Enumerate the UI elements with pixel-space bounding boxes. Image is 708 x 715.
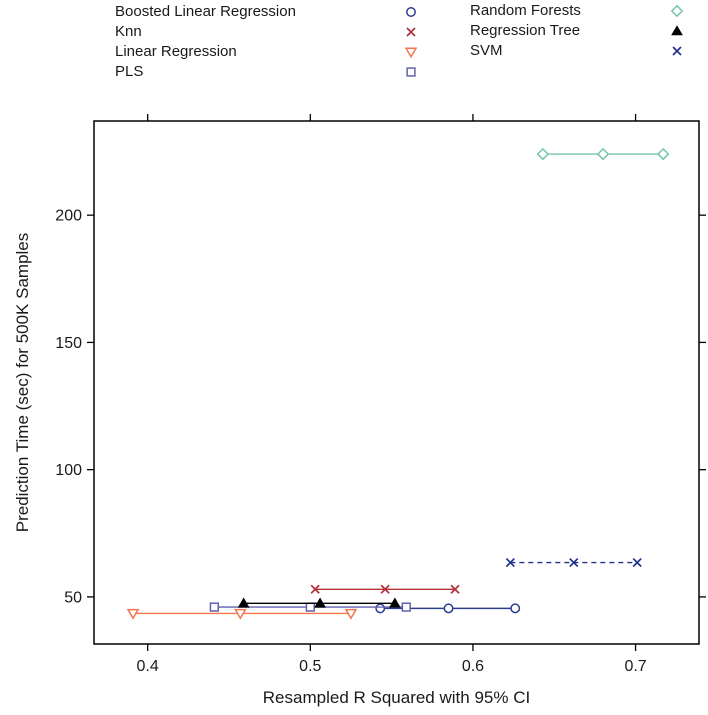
- legend-label: PLS: [115, 63, 144, 80]
- series-random-forests-marker: [536, 147, 550, 161]
- legend-item-random-forests: Random Forests: [0, 1, 708, 21]
- x-axis-label: Resampled R Squared with 95% CI: [263, 688, 530, 707]
- series-pls-marker: [401, 602, 411, 612]
- series-boosted-linear-regression-marker: [510, 603, 521, 614]
- series-regression-tree-marker: [389, 597, 401, 608]
- y-tick-label: 200: [55, 208, 82, 225]
- series-svm-marker: [505, 557, 515, 568]
- x-icon: [406, 27, 416, 37]
- series-linear-regression-marker: [126, 608, 140, 620]
- y-tick-label: 50: [64, 589, 82, 606]
- diamond-open-icon: [670, 4, 684, 18]
- series-svm-marker: [569, 557, 579, 568]
- legend-label: Linear Regression: [115, 43, 237, 60]
- series-boosted-linear-regression-marker: [375, 603, 386, 614]
- square-open-icon: [406, 67, 416, 77]
- series-pls-marker: [305, 602, 315, 612]
- x-tick-label: 0.4: [137, 658, 159, 675]
- legend-label: Random Forests: [470, 2, 581, 19]
- series-svm-marker: [632, 557, 642, 568]
- legend-item-linear-regression: Linear Regression: [0, 42, 708, 62]
- triangle-up-filled-icon: [671, 25, 683, 36]
- square-open-icon: [406, 67, 416, 77]
- legend-label: Knn: [115, 23, 142, 40]
- x-icon: [672, 46, 682, 56]
- x-icon: [672, 46, 682, 56]
- legend-item-knn: Knn: [0, 22, 708, 42]
- legend-item-regression-tree: Regression Tree: [0, 21, 708, 41]
- series-knn-marker: [450, 584, 460, 594]
- legend-label: Regression Tree: [470, 22, 581, 39]
- series-regression-tree-marker: [314, 597, 326, 608]
- plot-frame: [93, 120, 700, 645]
- legend-label: Boosted Linear Regression: [115, 3, 296, 20]
- circle-open-icon: [406, 7, 416, 17]
- series-boosted-linear-regression-marker: [443, 603, 454, 614]
- diamond-open-icon: [670, 4, 684, 18]
- y-tick-label: 150: [55, 335, 82, 352]
- series-regression-tree-marker: [237, 597, 250, 608]
- series-linear-regression-marker: [344, 608, 358, 620]
- series-knn-marker: [310, 584, 320, 594]
- x-tick-label: 0.6: [462, 658, 484, 675]
- legend: Boosted Linear Regression Knn Linear Regre…: [0, 0, 708, 95]
- x-tick-label: 0.7: [624, 658, 646, 675]
- triangle-down-open-icon: [404, 47, 418, 59]
- legend-item-pls: PLS: [0, 62, 708, 82]
- series-linear-regression-marker: [234, 608, 247, 620]
- triangle-down-open-icon: [404, 47, 418, 59]
- series-knn-marker: [380, 584, 390, 594]
- triangle-up-filled-icon: [671, 25, 683, 36]
- y-axis-label: Prediction Time (sec) for 500K Samples: [13, 233, 32, 533]
- circle-open-icon: [406, 7, 416, 17]
- series-random-forests-marker: [656, 147, 670, 161]
- x-icon: [406, 27, 416, 37]
- y-tick-label: 100: [55, 462, 82, 479]
- x-tick-label: 0.5: [299, 658, 321, 675]
- legend-item-svm: SVM: [0, 41, 708, 61]
- series-pls-marker: [209, 602, 219, 612]
- legend-label: SVM: [470, 42, 503, 59]
- legend-item-boosted-linear-regression: Boosted Linear Regression: [0, 2, 708, 22]
- series-random-forests-marker: [596, 147, 610, 161]
